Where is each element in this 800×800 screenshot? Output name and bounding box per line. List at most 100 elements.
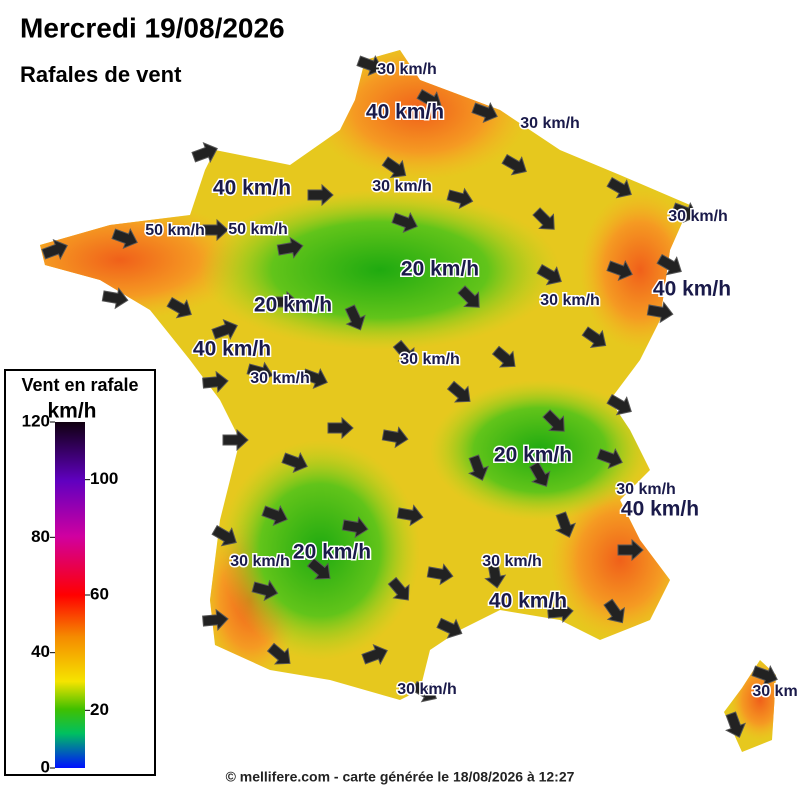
wind-arrow <box>446 380 471 403</box>
wind-arrow <box>281 452 308 473</box>
wind-arrow <box>266 642 291 665</box>
wind-arrow <box>381 426 409 449</box>
legend-unit: km/h <box>47 400 96 423</box>
wind-arrow <box>101 287 129 310</box>
wind-arrow <box>391 212 418 233</box>
contour-labels: 30 km/h40 km/h30 km/h40 km/h 30 km/h50 km… <box>144 60 799 702</box>
wind-arrow <box>341 516 369 539</box>
contour-label: 20 km/h <box>254 294 332 317</box>
wind-arrow <box>387 576 410 601</box>
wind-arrow <box>272 290 299 314</box>
contour-label: 30 km <box>752 683 797 700</box>
contour-label: 40 km/h <box>366 101 444 124</box>
legend-ticks: 0 20 40 60 80 100 120 <box>22 411 119 776</box>
legend-tick-label: 40 <box>31 642 50 661</box>
legend-bar <box>55 422 85 768</box>
contour-label: 40 km/h <box>193 338 271 361</box>
wind-arrow <box>344 304 366 331</box>
contour-label: 30 km/h <box>397 681 457 698</box>
contour-label: 40 km/h <box>621 498 699 521</box>
wind-arrow <box>603 598 625 624</box>
wind-arrow <box>596 448 623 469</box>
contour-label: 50 km/h <box>145 222 205 239</box>
legend-title: Vent en rafale <box>21 375 138 395</box>
contour-label: 30 km/h <box>400 351 460 368</box>
contour-label: 40 km/h <box>653 278 731 301</box>
legend-tick-label: 120 <box>22 411 50 430</box>
wind-arrow <box>202 218 229 242</box>
wind-arrow <box>246 361 274 384</box>
title: Mercredi 19/08/2026 <box>20 12 285 43</box>
wind-arrow <box>501 153 527 176</box>
contour-label: 30 km/h <box>230 553 290 570</box>
wind-arrow <box>528 461 551 487</box>
wind-arrow <box>416 88 442 111</box>
legend-tick-label: 60 <box>90 584 109 603</box>
wind-arrow <box>532 207 555 230</box>
wind-arrow <box>617 538 644 562</box>
wind-arrow <box>166 296 192 319</box>
wind-arrow <box>555 511 576 538</box>
wind-arrow <box>356 55 383 76</box>
contour-label: 50 km/h <box>228 221 288 238</box>
wind-arrow <box>457 285 480 308</box>
wind-arrow <box>606 393 632 416</box>
legend-tick-label: 100 <box>90 469 118 488</box>
wind-arrow <box>656 253 682 276</box>
wind-arrow <box>411 680 437 703</box>
legend-tick-label: 20 <box>90 700 109 719</box>
wind-arrow <box>671 202 698 223</box>
contour-label: 30 km/h <box>250 370 310 387</box>
contour-label: 30 km/h <box>540 292 600 309</box>
subtitle: Rafales de vent <box>20 62 182 87</box>
contour-label: 30 km/h <box>372 178 432 195</box>
wind-arrow <box>468 454 489 481</box>
legend-tick-label: 80 <box>31 527 50 546</box>
wind-arrow <box>436 617 463 639</box>
wind-arrow <box>41 239 68 260</box>
wind-arrow <box>581 326 607 348</box>
wind-arrow <box>306 557 331 580</box>
wind-arrow <box>491 345 516 368</box>
wind-arrow <box>327 416 354 440</box>
wind-arrows <box>41 55 778 738</box>
wind-arrow <box>446 187 474 210</box>
wind-arrow <box>251 579 279 602</box>
wind-arrow <box>361 644 388 665</box>
wind-arrow <box>111 228 138 249</box>
wind-arrow <box>471 102 498 123</box>
contour-label: 20 km/h <box>401 258 479 281</box>
wind-arrow <box>276 236 304 259</box>
wind-arrow <box>725 711 746 738</box>
wind-arrow <box>202 608 229 631</box>
wind-arrow <box>484 561 507 589</box>
contour-label: 30 km/h <box>668 208 728 225</box>
wind-arrow <box>381 156 407 178</box>
wind-arrow <box>646 301 674 324</box>
contour-label: 30 km/h <box>482 553 542 570</box>
wind-arrow <box>606 176 632 199</box>
wind-arrow <box>606 260 633 281</box>
wind-arrow <box>211 319 238 340</box>
wind-arrow <box>751 665 778 686</box>
wind-arrow <box>392 339 415 364</box>
wind-arrow <box>222 428 249 452</box>
wind-arrow <box>547 600 574 623</box>
contour-label: 40 km/h <box>489 590 567 613</box>
contour-label: 20 km/h <box>293 541 371 564</box>
wind-arrow <box>542 409 565 432</box>
wind-arrow <box>426 563 454 586</box>
legend-tick-label: 0 <box>41 757 50 776</box>
contour-label: 20 km/h <box>494 444 572 467</box>
footer: © mellifere.com - carte générée le 18/08… <box>226 769 575 785</box>
wind-arrow <box>301 368 328 389</box>
contour-label: 40 km/h <box>213 177 291 200</box>
wind-arrow <box>202 370 229 393</box>
contour-label: 30 km/h <box>616 481 676 498</box>
wind-arrow <box>396 504 424 527</box>
wind-arrow <box>261 505 288 526</box>
wind-arrow <box>191 142 218 163</box>
wind-arrow <box>211 524 237 547</box>
contour-label: 30 km/h <box>377 61 437 78</box>
